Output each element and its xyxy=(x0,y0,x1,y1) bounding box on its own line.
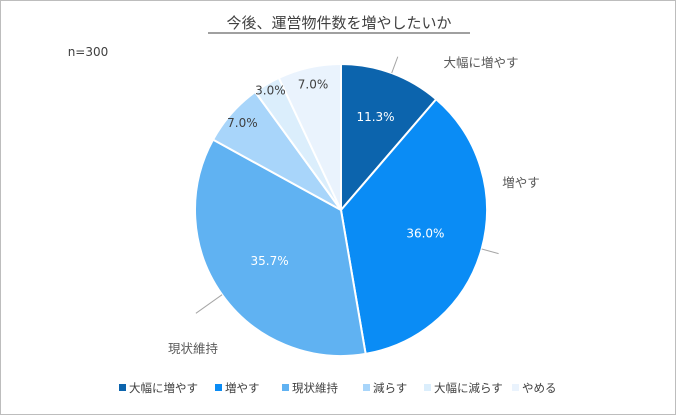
data-label-1: 11.3% xyxy=(356,110,394,124)
pie-slice-3 xyxy=(194,138,367,357)
legend-swatch-1 xyxy=(119,384,126,391)
pie-slice-2 xyxy=(339,97,488,356)
data-label-3: 35.7% xyxy=(251,254,289,268)
legend-label-2: 増やす xyxy=(225,381,260,395)
chart-title: 今後、運営物件数を増やしたいか xyxy=(226,14,451,32)
sample-size-label: n=300 xyxy=(68,45,109,59)
slices-group xyxy=(194,62,488,357)
category-label-1: 大幅に増やす xyxy=(443,55,518,70)
legend-swatch-4 xyxy=(363,384,370,391)
legend-swatch-6 xyxy=(512,384,519,391)
legend-label-1: 大幅に増やす xyxy=(129,381,198,395)
legend-swatch-5 xyxy=(424,384,431,391)
data-labels-group: 11.3% 36.0% 35.7% 7.0% 3.0% 7.0% xyxy=(227,78,444,268)
data-label-4: 7.0% xyxy=(227,116,258,130)
leader-lines-group xyxy=(195,56,499,314)
data-label-6: 7.0% xyxy=(298,78,329,92)
pie-slice-1 xyxy=(340,62,438,213)
legend-swatch-2 xyxy=(215,384,222,391)
leader-line-2 xyxy=(481,248,499,255)
pie-slice-6 xyxy=(277,62,342,211)
leader-line-1 xyxy=(391,56,399,74)
legend-label-6: やめる xyxy=(522,381,557,395)
legend: 大幅に増やす 増やす 現状維持 減らす 大幅に減らす やめる xyxy=(119,381,557,395)
legend-label-3: 現状維持 xyxy=(292,381,338,395)
leader-line-3 xyxy=(195,294,223,314)
data-label-5: 3.0% xyxy=(255,84,286,98)
legend-swatch-3 xyxy=(282,384,289,391)
data-label-2: 36.0% xyxy=(406,226,444,240)
legend-label-5: 大幅に減らす xyxy=(434,381,503,395)
category-label-2: 増やす xyxy=(502,175,540,190)
category-label-3: 現状維持 xyxy=(168,341,218,356)
legend-label-4: 減らす xyxy=(373,381,407,395)
